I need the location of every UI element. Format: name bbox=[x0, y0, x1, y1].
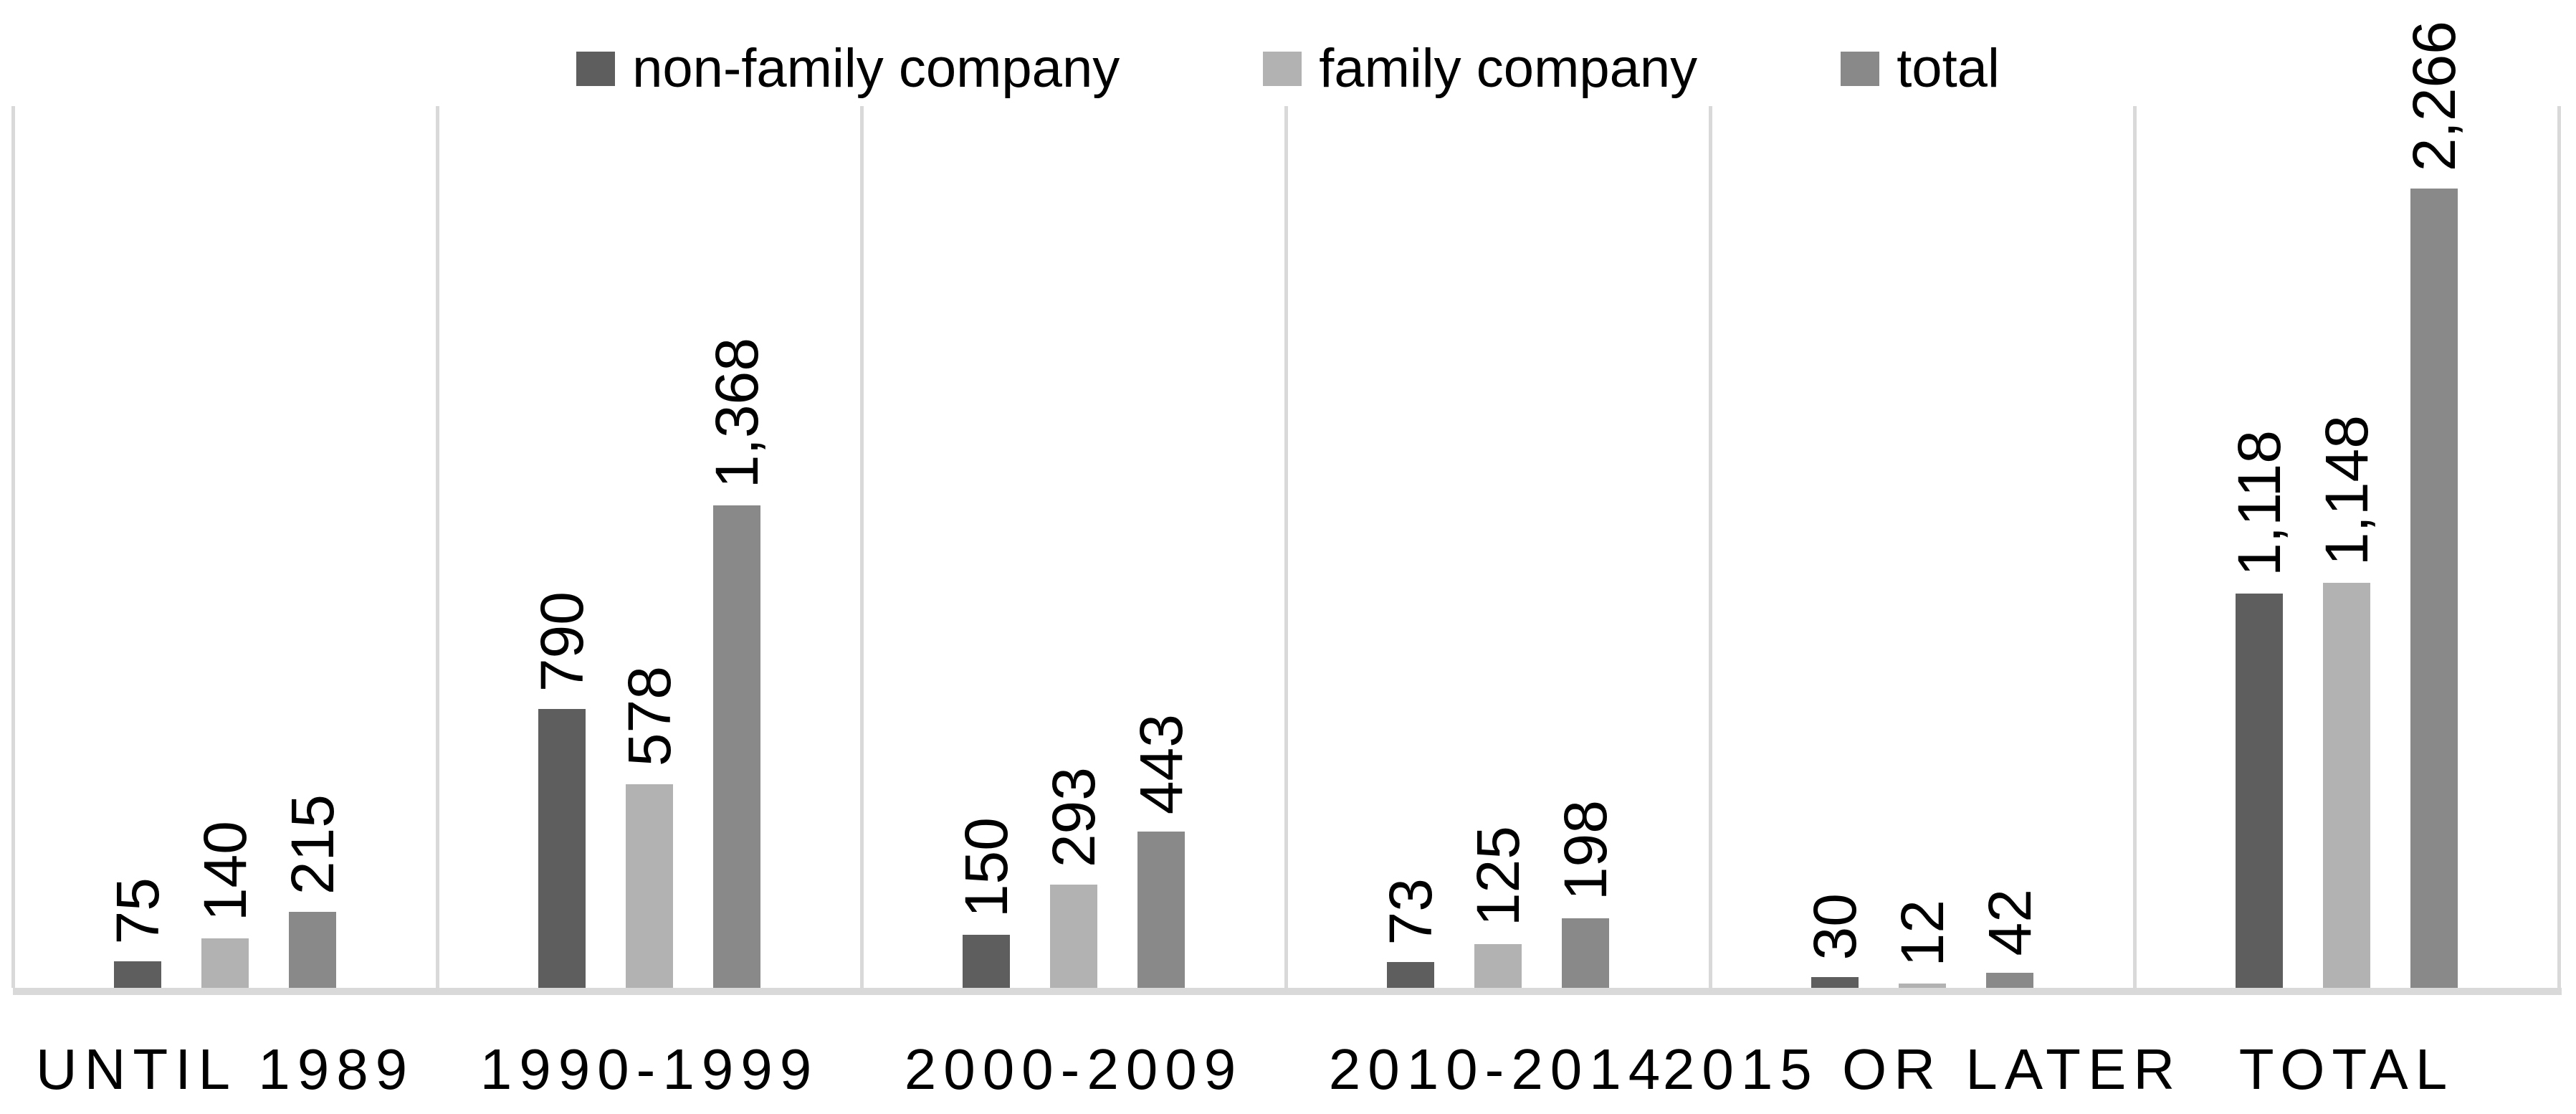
gridline bbox=[1284, 106, 1288, 988]
bar-family-company-1990-1999 bbox=[626, 784, 673, 988]
bar-total-until-1989 bbox=[289, 912, 336, 988]
data-label-family-company-until-1989: 140 bbox=[191, 820, 259, 922]
legend-label-family-company: family company bbox=[1319, 38, 1698, 99]
data-label-total-2015-or-later: 42 bbox=[1976, 888, 2043, 956]
data-label-non-family-company-total: 1,118 bbox=[2226, 429, 2293, 576]
gridline bbox=[436, 106, 439, 988]
bar-non-family-company-total bbox=[2236, 593, 2283, 988]
bar-family-company-2010-2014 bbox=[1474, 943, 1522, 988]
bar-total-1990-1999 bbox=[713, 505, 760, 988]
bar-total-2015-or-later bbox=[1986, 973, 2033, 988]
data-label-total-total: 2,266 bbox=[2400, 20, 2468, 172]
gridline bbox=[2557, 106, 2561, 988]
gridline bbox=[11, 106, 15, 988]
data-label-total-until-1989: 215 bbox=[279, 794, 346, 895]
data-label-non-family-company-2000-2009: 150 bbox=[953, 817, 1020, 918]
bar-non-family-company-2015-or-later bbox=[1811, 977, 1859, 988]
data-label-non-family-company-2010-2014: 73 bbox=[1377, 877, 1444, 946]
bar-family-company-2015-or-later bbox=[1899, 984, 1946, 988]
bar-family-company-2000-2009 bbox=[1050, 884, 1097, 988]
legend-label-total: total bbox=[1897, 38, 2000, 99]
gridline bbox=[1709, 106, 1712, 988]
bar-non-family-company-2000-2009 bbox=[963, 935, 1010, 988]
legend: non-family company family company total bbox=[0, 42, 2576, 96]
legend-label-non-family-company: non-family company bbox=[632, 38, 1120, 99]
data-label-family-company-2015-or-later: 12 bbox=[1889, 899, 1956, 967]
bar-family-company-total bbox=[2323, 583, 2370, 988]
bar-total-2010-2014 bbox=[1562, 918, 1609, 988]
gridline bbox=[860, 106, 864, 988]
data-label-family-company-2000-2009: 293 bbox=[1040, 766, 1107, 867]
data-label-total-2010-2014: 198 bbox=[1552, 800, 1619, 901]
x-axis-line bbox=[13, 988, 2562, 995]
legend-swatch-non-family-company bbox=[576, 52, 616, 86]
bar-non-family-company-until-1989 bbox=[114, 961, 161, 988]
bar-non-family-company-1990-1999 bbox=[538, 709, 586, 988]
data-label-total-2000-2009: 443 bbox=[1127, 713, 1195, 815]
gridline bbox=[2133, 106, 2137, 988]
bar-family-company-until-1989 bbox=[201, 938, 249, 988]
data-label-total-1990-1999: 1,368 bbox=[703, 337, 771, 488]
legend-item-family-company: family company bbox=[1263, 42, 1697, 96]
bar-non-family-company-2010-2014 bbox=[1387, 962, 1434, 988]
data-label-non-family-company-1990-1999: 790 bbox=[528, 591, 596, 692]
bar-total-total bbox=[2410, 189, 2458, 988]
bar-total-2000-2009 bbox=[1137, 832, 1185, 988]
data-label-non-family-company-until-1989: 75 bbox=[104, 877, 171, 945]
data-label-family-company-2010-2014: 125 bbox=[1464, 826, 1532, 927]
data-label-family-company-total: 1,148 bbox=[2313, 414, 2380, 566]
data-label-non-family-company-2015-or-later: 30 bbox=[1801, 892, 1869, 961]
data-label-family-company-1990-1999: 578 bbox=[616, 666, 683, 767]
legend-item-non-family-company: non-family company bbox=[576, 42, 1120, 96]
legend-swatch-family-company bbox=[1263, 52, 1302, 86]
legend-item-total: total bbox=[1841, 42, 2000, 96]
legend-swatch-total bbox=[1841, 52, 1880, 86]
